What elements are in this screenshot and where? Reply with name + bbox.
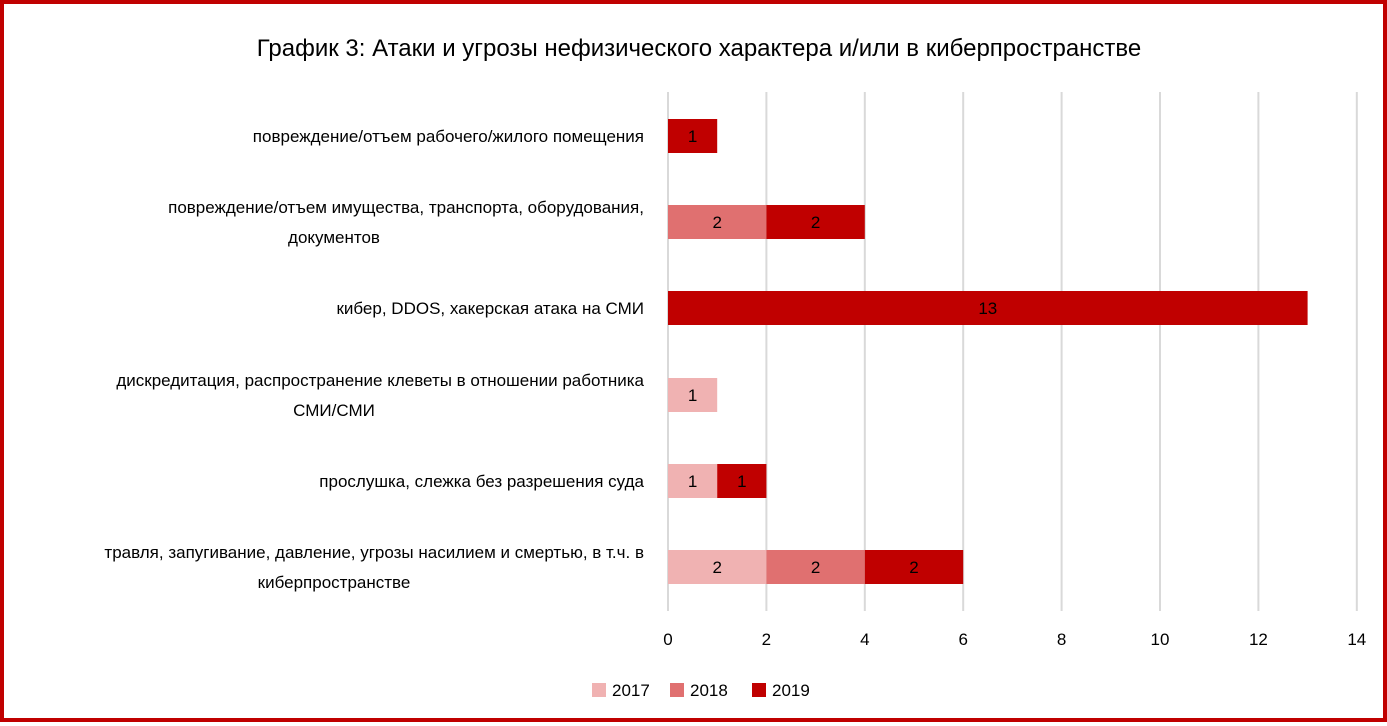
bar-2019 [864,550,964,584]
x-axis-ticks: 0 2 4 6 8 10 12 14 [663,630,1366,649]
chart-title: График 3: Атаки и угрозы нефизического х… [257,35,1142,62]
data-label: 1 [688,127,697,146]
x-tick-label: 8 [1057,630,1066,649]
x-tick-label: 10 [1151,630,1170,649]
category-label: кибер, DDOS, хакерская атака на СМИ [336,299,644,318]
bar-2018 [766,550,865,584]
category-label-line: документов [288,228,380,247]
category-label: дискредитация, распространение клеветы в… [116,371,644,420]
legend-label: 2017 [612,681,650,700]
data-label: 2 [712,213,721,232]
category-label-line: дискредитация, распространение клеветы в… [116,371,644,390]
data-label: 1 [737,472,746,491]
data-label: 2 [712,558,721,577]
bars: 1 2 2 13 1 1 1 2 2 2 [668,119,1308,584]
category-label-line: прослушка, слежка без разрешения суда [319,472,644,491]
category-label-line: повреждение/отъем имущества, транспорта,… [168,198,644,217]
x-tick-label: 14 [1347,630,1366,649]
category-label: прослушка, слежка без разрешения суда [319,472,644,491]
data-label: 13 [978,299,997,318]
data-label: 1 [688,472,697,491]
category-label-line: повреждение/отъем рабочего/жилого помеще… [253,127,644,146]
legend-swatch-2017 [592,683,606,697]
bar-2019 [668,291,1308,325]
x-tick-label: 4 [860,630,869,649]
category-label: травля, запугивание, давление, угрозы на… [104,543,644,592]
data-label: 2 [909,558,918,577]
data-label: 1 [688,386,697,405]
x-tick-label: 6 [958,630,967,649]
legend-swatch-2018 [670,683,684,697]
category-label: повреждение/отъем рабочего/жилого помеще… [253,127,644,146]
category-label-line: травля, запугивание, давление, угрозы на… [104,543,644,562]
legend-label: 2018 [690,681,728,700]
legend-swatch-2019 [752,683,766,697]
category-label-line: кибер, DDOS, хакерская атака на СМИ [336,299,644,318]
bar-2017 [668,550,767,584]
data-label: 2 [811,558,820,577]
bar-2017 [668,378,718,412]
category-label-line: СМИ/СМИ [293,401,375,420]
bar-2019 [717,464,767,498]
data-label: 2 [811,213,820,232]
category-labels: повреждение/отъем рабочего/жилого помеще… [104,127,644,592]
category-label-line: киберпространстве [258,573,411,592]
bar-2019 [766,205,865,239]
gridlines [667,92,1358,611]
bar-chart: График 3: Атаки и угрозы нефизического х… [104,35,1366,700]
legend-label: 2019 [772,681,810,700]
bar-2019 [668,119,718,153]
legend: 2017 2018 2019 [592,681,810,700]
x-tick-label: 2 [762,630,771,649]
x-tick-label: 0 [663,630,672,649]
bar-2017 [668,464,718,498]
x-tick-label: 12 [1249,630,1268,649]
bar-2018 [668,205,767,239]
category-label: повреждение/отъем имущества, транспорта,… [168,198,644,247]
